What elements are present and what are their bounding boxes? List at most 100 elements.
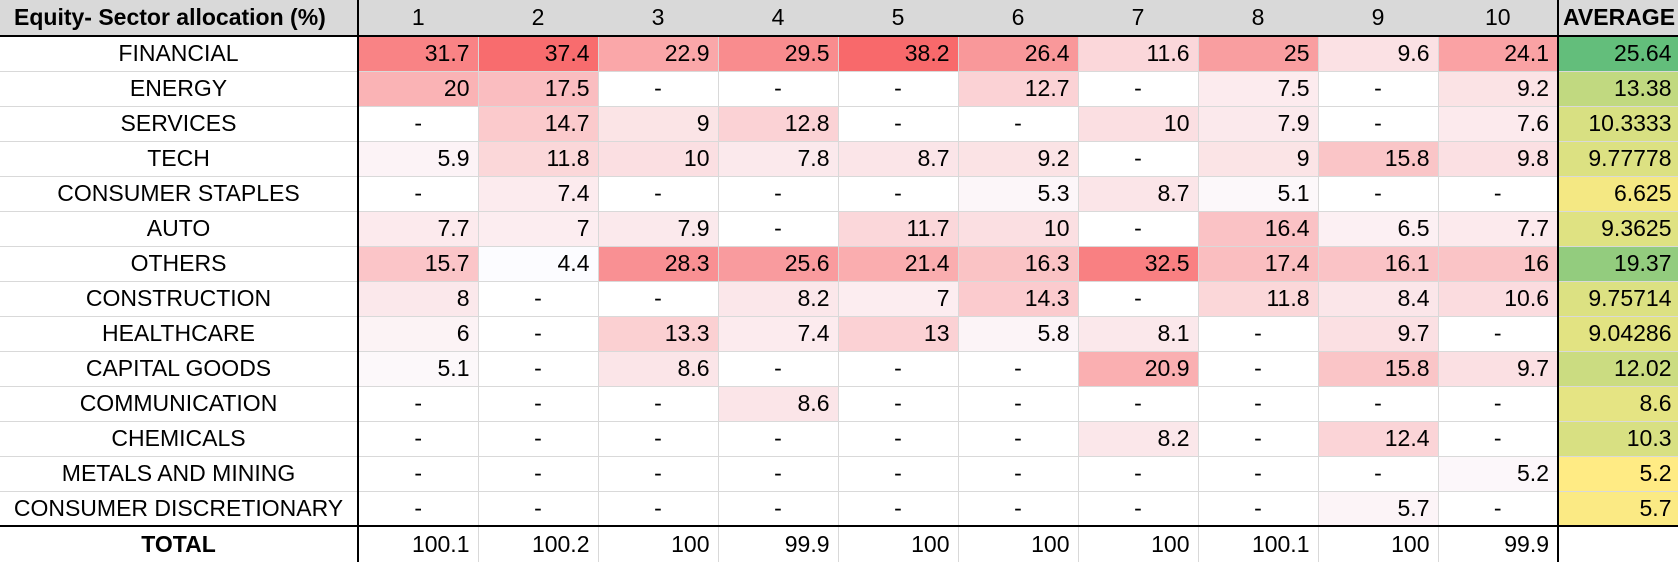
data-cell[interactable]: 16.1: [1318, 246, 1439, 282]
data-cell[interactable]: -: [1078, 141, 1199, 177]
data-cell[interactable]: 25: [1198, 36, 1319, 72]
data-cell[interactable]: -: [1198, 316, 1319, 352]
data-cell[interactable]: -: [838, 71, 959, 107]
data-cell[interactable]: 7.9: [598, 211, 719, 247]
data-cell[interactable]: 11.8: [478, 141, 599, 177]
average-cell[interactable]: 25.64: [1557, 36, 1678, 72]
data-cell[interactable]: 6.5: [1318, 211, 1439, 247]
total-cell[interactable]: 100.1: [1198, 525, 1319, 562]
data-cell[interactable]: -: [1438, 316, 1559, 352]
data-cell[interactable]: -: [478, 316, 599, 352]
data-cell[interactable]: 17.4: [1198, 246, 1319, 282]
data-cell[interactable]: -: [478, 281, 599, 317]
data-cell[interactable]: 12.8: [718, 106, 839, 142]
sector-label[interactable]: FINANCIAL: [0, 36, 359, 72]
data-cell[interactable]: 10: [1078, 106, 1199, 142]
data-cell[interactable]: -: [718, 491, 839, 527]
data-cell[interactable]: 15.7: [358, 246, 479, 282]
data-cell[interactable]: 7.7: [1438, 211, 1559, 247]
data-cell[interactable]: -: [1078, 456, 1199, 492]
data-cell[interactable]: -: [598, 491, 719, 527]
data-cell[interactable]: 7.4: [478, 176, 599, 212]
data-cell[interactable]: -: [718, 421, 839, 457]
column-header[interactable]: 7: [1078, 0, 1199, 37]
average-cell[interactable]: 6.625: [1557, 176, 1678, 212]
data-cell[interactable]: 9.7: [1318, 316, 1439, 352]
average-cell[interactable]: 8.6: [1557, 386, 1678, 422]
data-cell[interactable]: -: [1318, 106, 1439, 142]
data-cell[interactable]: 38.2: [838, 36, 959, 72]
data-cell[interactable]: -: [1078, 281, 1199, 317]
data-cell[interactable]: 21.4: [838, 246, 959, 282]
data-cell[interactable]: 8: [358, 281, 479, 317]
data-cell[interactable]: -: [358, 456, 479, 492]
data-cell[interactable]: 7.6: [1438, 106, 1559, 142]
data-cell[interactable]: -: [598, 456, 719, 492]
data-cell[interactable]: -: [958, 106, 1079, 142]
data-cell[interactable]: 8.1: [1078, 316, 1199, 352]
data-cell[interactable]: 5.3: [958, 176, 1079, 212]
data-cell[interactable]: -: [478, 491, 599, 527]
data-cell[interactable]: 8.4: [1318, 281, 1439, 317]
average-cell[interactable]: 13.38: [1557, 71, 1678, 107]
data-cell[interactable]: -: [1318, 456, 1439, 492]
data-cell[interactable]: 20: [358, 71, 479, 107]
average-cell[interactable]: 10.3: [1557, 421, 1678, 457]
data-cell[interactable]: -: [1438, 491, 1559, 527]
data-cell[interactable]: -: [1318, 386, 1439, 422]
data-cell[interactable]: 15.8: [1318, 351, 1439, 387]
average-cell[interactable]: 9.75714: [1557, 281, 1678, 317]
data-cell[interactable]: -: [478, 421, 599, 457]
data-cell[interactable]: 13: [838, 316, 959, 352]
data-cell[interactable]: 7.4: [718, 316, 839, 352]
data-cell[interactable]: 17.5: [478, 71, 599, 107]
total-cell[interactable]: 100.1: [358, 525, 479, 562]
sector-label[interactable]: CONSTRUCTION: [0, 281, 359, 317]
data-cell[interactable]: 10.6: [1438, 281, 1559, 317]
data-cell[interactable]: -: [478, 456, 599, 492]
data-cell[interactable]: -: [958, 456, 1079, 492]
data-cell[interactable]: -: [1198, 491, 1319, 527]
data-cell[interactable]: 9.2: [1438, 71, 1559, 107]
data-cell[interactable]: -: [718, 71, 839, 107]
data-cell[interactable]: -: [1438, 386, 1559, 422]
sector-label[interactable]: COMMUNICATION: [0, 386, 359, 422]
data-cell[interactable]: -: [958, 491, 1079, 527]
total-average-cell[interactable]: [1557, 525, 1678, 562]
data-cell[interactable]: 5.8: [958, 316, 1079, 352]
column-header[interactable]: 10: [1438, 0, 1559, 37]
total-cell[interactable]: 100: [1078, 525, 1199, 562]
total-cell[interactable]: 99.9: [1438, 525, 1559, 562]
average-cell[interactable]: 19.37: [1557, 246, 1678, 282]
data-cell[interactable]: -: [838, 491, 959, 527]
data-cell[interactable]: -: [718, 456, 839, 492]
data-cell[interactable]: -: [478, 386, 599, 422]
average-cell[interactable]: 12.02: [1557, 351, 1678, 387]
data-cell[interactable]: 22.9: [598, 36, 719, 72]
sector-label[interactable]: CHEMICALS: [0, 421, 359, 457]
average-cell[interactable]: 5.7: [1557, 491, 1678, 527]
data-cell[interactable]: -: [718, 176, 839, 212]
data-cell[interactable]: -: [1318, 176, 1439, 212]
data-cell[interactable]: -: [838, 386, 959, 422]
sector-label[interactable]: HEALTHCARE: [0, 316, 359, 352]
data-cell[interactable]: -: [358, 106, 479, 142]
data-cell[interactable]: 32.5: [1078, 246, 1199, 282]
data-cell[interactable]: 13.3: [598, 316, 719, 352]
data-cell[interactable]: 5.7: [1318, 491, 1439, 527]
data-cell[interactable]: -: [358, 386, 479, 422]
data-cell[interactable]: -: [718, 211, 839, 247]
data-cell[interactable]: 12.7: [958, 71, 1079, 107]
data-cell[interactable]: 7.5: [1198, 71, 1319, 107]
sector-label[interactable]: TECH: [0, 141, 359, 177]
average-header[interactable]: AVERAGE: [1557, 0, 1678, 37]
total-cell[interactable]: 99.9: [718, 525, 839, 562]
data-cell[interactable]: -: [598, 386, 719, 422]
data-cell[interactable]: 8.6: [718, 386, 839, 422]
data-cell[interactable]: -: [1078, 491, 1199, 527]
header-label[interactable]: Equity- Sector allocation (%): [0, 0, 359, 37]
data-cell[interactable]: 9.6: [1318, 36, 1439, 72]
data-cell[interactable]: 24.1: [1438, 36, 1559, 72]
data-cell[interactable]: 9: [1198, 141, 1319, 177]
data-cell[interactable]: 7: [838, 281, 959, 317]
